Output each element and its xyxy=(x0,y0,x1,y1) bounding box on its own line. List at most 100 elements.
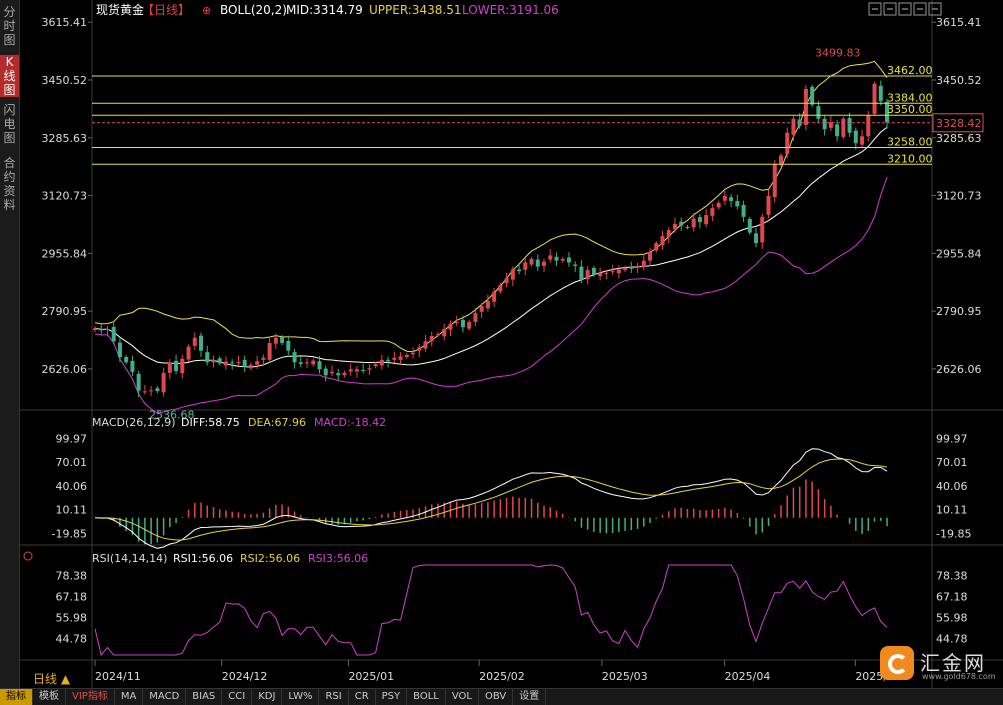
candle-body xyxy=(803,88,808,126)
sidebar-tab-1[interactable]: K 线 图 xyxy=(0,55,19,97)
y-tick-label-left: 3285.63 xyxy=(42,132,88,145)
candle-body xyxy=(785,132,790,155)
macd-y-tick-right: 99.97 xyxy=(936,432,968,445)
crosshair-icon[interactable] xyxy=(868,2,882,16)
candle-body xyxy=(660,236,665,246)
candle-body xyxy=(866,115,871,137)
fit-icon-frame xyxy=(913,2,927,16)
candle-body xyxy=(323,368,328,376)
candle-body xyxy=(286,340,291,351)
candle-body xyxy=(654,243,659,251)
candle-body xyxy=(828,122,833,128)
rsi-settings-icon xyxy=(23,551,33,561)
indicator-tab[interactable]: LW% xyxy=(282,689,320,705)
candle-body xyxy=(616,269,621,274)
current-price-label: 3328.42 xyxy=(936,117,982,130)
candle-body xyxy=(267,343,272,360)
candle-body xyxy=(460,319,465,328)
candle-body xyxy=(872,83,877,114)
candle-body xyxy=(579,266,584,280)
candle-body xyxy=(498,285,503,292)
rsi-y-tick-right: 67.18 xyxy=(936,591,968,604)
candle-body xyxy=(442,329,447,337)
candle-body xyxy=(230,362,235,364)
candle-body xyxy=(485,300,490,309)
zoom-in-icon[interactable] xyxy=(883,2,897,16)
sidebar-tab-0[interactable]: 分 时 图 xyxy=(3,5,16,47)
candle-body xyxy=(729,197,734,202)
candle-body xyxy=(841,118,846,137)
candle-body xyxy=(111,326,116,342)
y-tick-label-right: 3450.52 xyxy=(936,74,982,87)
indicator-tab[interactable]: CR xyxy=(349,689,376,705)
candle-body xyxy=(648,251,653,261)
indicator-tab[interactable]: VOL xyxy=(446,689,479,705)
indicator-tab[interactable]: VIP指标 xyxy=(66,689,115,705)
candle-body xyxy=(311,360,316,365)
macd-y-tick-left: 70.01 xyxy=(56,456,88,469)
indicator-tab[interactable]: 模板 xyxy=(33,689,66,705)
indicator-tab[interactable]: 设置 xyxy=(513,689,547,705)
candle-body xyxy=(398,356,403,360)
candle-body xyxy=(261,357,266,360)
candle-body xyxy=(273,337,278,344)
candle-body xyxy=(248,364,253,369)
y-tick-label-left: 3120.73 xyxy=(42,190,88,203)
brand-icon xyxy=(880,646,914,680)
candle-body xyxy=(598,272,603,277)
candle-body xyxy=(566,257,571,263)
sidebar-tab-3[interactable]: 合 约 资 料 xyxy=(3,156,16,212)
settings-icon[interactable] xyxy=(928,2,942,16)
indicator-tab[interactable]: BOLL xyxy=(407,689,446,705)
zoom-out-icon[interactable] xyxy=(898,2,912,16)
rsi-y-tick-right: 78.38 xyxy=(936,570,968,583)
candle-body xyxy=(716,202,721,208)
candle-body xyxy=(217,358,222,364)
candle-body xyxy=(772,164,777,198)
candle-body xyxy=(591,268,596,275)
candle-body xyxy=(641,260,646,268)
x-tick-label: 2024/12 xyxy=(222,670,268,683)
candle-body xyxy=(679,221,684,226)
indicator-tab[interactable]: MACD xyxy=(143,689,187,705)
indicator-tab[interactable]: PSY xyxy=(376,689,408,705)
period-selector[interactable]: 日线 ▲ xyxy=(33,672,71,686)
y-tick-label-left: 2626.06 xyxy=(42,363,88,376)
rsi-y-tick-left: 44.78 xyxy=(56,633,88,646)
macd-y-tick-left: 10.11 xyxy=(56,504,88,517)
candle-body xyxy=(467,321,472,329)
x-tick-label: 2025/03 xyxy=(602,670,648,683)
settings-icon-frame xyxy=(928,2,942,16)
candle-body xyxy=(305,362,310,364)
candle-body xyxy=(778,155,783,165)
candle-body xyxy=(392,357,397,360)
macd-y-tick-left: 40.06 xyxy=(56,480,88,493)
candle-body xyxy=(174,360,179,372)
zoom-out-icon-frame xyxy=(898,2,912,16)
candle-body xyxy=(180,358,185,374)
indicator-tab[interactable]: 指标 xyxy=(0,689,33,705)
indicator-tab[interactable]: CCI xyxy=(222,689,253,705)
indicator-tab[interactable]: MA xyxy=(115,689,144,705)
indicator-tab[interactable]: KDJ xyxy=(252,689,283,705)
candle-body xyxy=(342,372,347,376)
candle-body xyxy=(236,361,241,363)
candle-body xyxy=(741,204,746,217)
rsi-y-tick-right: 44.78 xyxy=(936,633,968,646)
sidebar-tab-2[interactable]: 闪 电 图 xyxy=(3,103,16,145)
indicator-tab[interactable]: RSI xyxy=(319,689,349,705)
rsi-y-tick-left: 55.98 xyxy=(56,612,88,625)
macd-diff-line xyxy=(94,448,888,549)
y-tick-label-right: 2626.06 xyxy=(936,363,982,376)
candle-body xyxy=(142,391,147,393)
indicator-tab[interactable]: BIAS xyxy=(186,689,223,705)
candle-body xyxy=(492,292,497,302)
y-tick-label-right: 3285.63 xyxy=(936,132,982,145)
indicator-tab[interactable]: OBV xyxy=(479,689,514,705)
candle-body xyxy=(329,371,334,374)
candle-body xyxy=(635,265,640,267)
candle-body xyxy=(280,337,285,344)
x-tick-label: 2025/02 xyxy=(479,670,525,683)
fit-icon[interactable] xyxy=(913,2,927,16)
candle-body xyxy=(361,370,366,372)
